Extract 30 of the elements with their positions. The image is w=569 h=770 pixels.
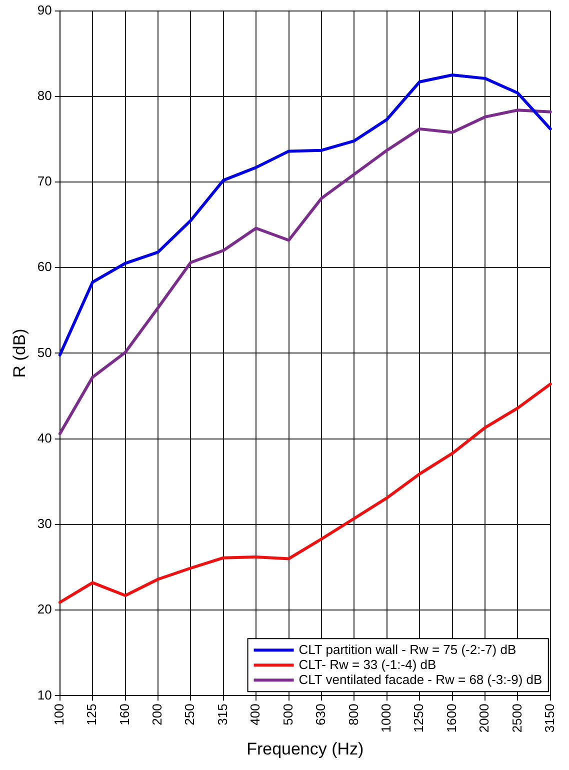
x-tick-label: 1600 [444, 704, 459, 733]
x-tick-label: 630 [313, 704, 328, 726]
x-tick-label: 400 [248, 704, 263, 726]
x-tick-label: 200 [150, 704, 165, 726]
x-tick-label: 800 [346, 704, 361, 726]
x-tick-label: 315 [214, 704, 230, 726]
legend-label: CLT- Rw = 33 (-1:-4) dB [298, 656, 436, 672]
y-tick-label: 60 [37, 259, 52, 274]
x-tick-label: 3150 [542, 704, 557, 733]
y-tick-label: 20 [37, 602, 52, 617]
x-tick-label: 2000 [476, 704, 492, 733]
y-tick-label: 90 [37, 2, 52, 18]
x-tick-label: 1000 [378, 704, 394, 733]
y-tick-label: 30 [37, 516, 52, 532]
y-tick-label: 10 [37, 687, 52, 702]
y-tick-label: 70 [37, 174, 52, 189]
x-tick-label: 500 [280, 704, 296, 726]
x-tick-label: 160 [116, 704, 132, 726]
y-tick-label: 40 [37, 430, 52, 446]
x-tick-label: 125 [84, 704, 100, 726]
y-tick-label: 80 [37, 88, 52, 103]
x-tick-label: 2500 [509, 704, 524, 733]
y-tick-label: 50 [37, 344, 52, 360]
x-tick-label: 250 [182, 704, 198, 726]
x-axis-title: Frequency (Hz) [246, 739, 364, 758]
x-tick-label: 100 [51, 704, 66, 726]
legend-label: CLT ventilated facade - Rw = 68 (-3:-9) dB [298, 672, 542, 687]
legend-label: CLT partition wall - Rw = 75 (-2:-7) dB [298, 642, 516, 657]
x-tick-label: 1250 [411, 704, 426, 733]
y-axis-title: R (dB) [10, 328, 29, 378]
